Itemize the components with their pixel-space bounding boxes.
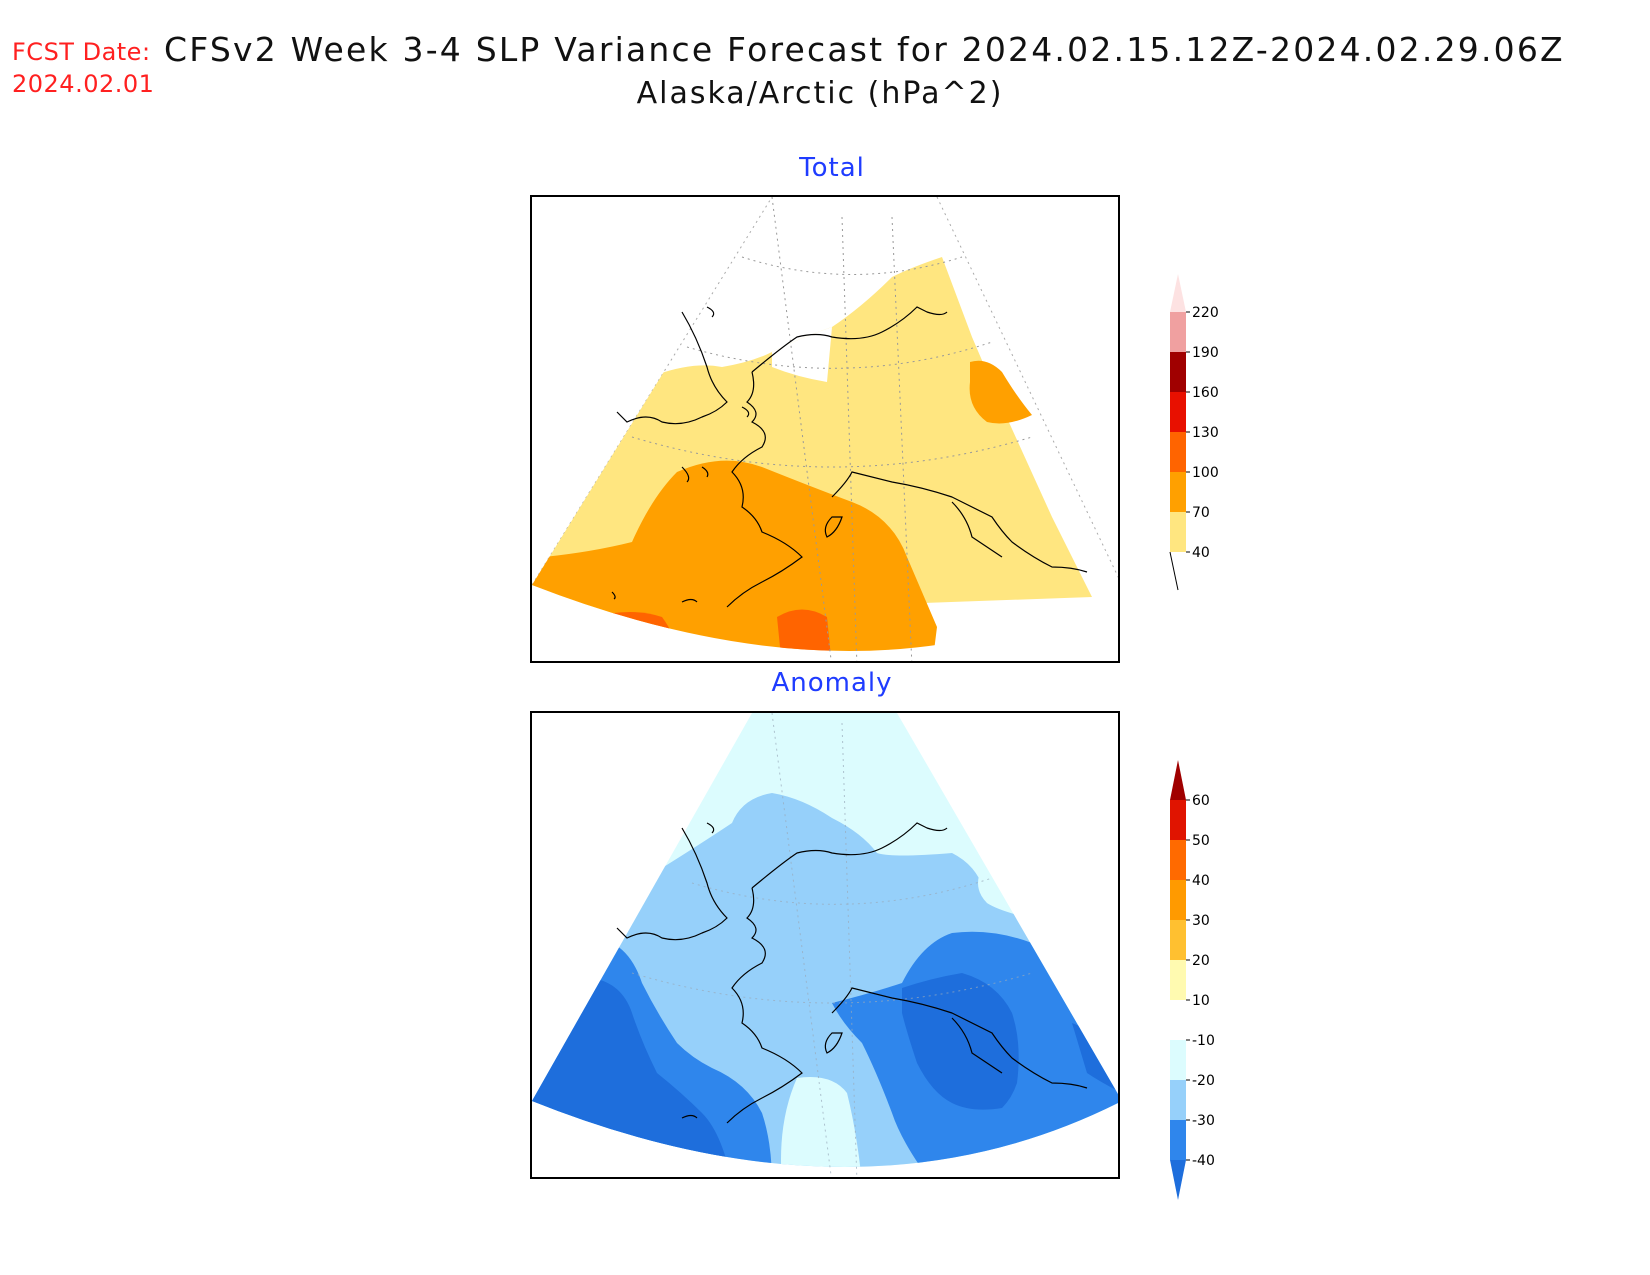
- total-colorbar-tick-label: 190: [1192, 345, 1219, 361]
- anomaly-colorbar-tick-label: 40: [1192, 873, 1210, 889]
- anomaly-colorbar-block: [1170, 880, 1186, 920]
- anomaly-colorbar-tick-label: -10: [1192, 1033, 1215, 1049]
- forecast-date-label: FCST Date:: [12, 38, 151, 66]
- anomaly-colorbar-block: [1170, 1000, 1186, 1040]
- total-colorbar-bottom-tip: [1170, 552, 1186, 590]
- anomaly-colorbar-block: [1170, 960, 1186, 1000]
- anomaly-colorbar-tick-label: 30: [1192, 913, 1210, 929]
- anomaly-colorbar-tick-label: 20: [1192, 953, 1210, 969]
- total-colorbar-block: [1170, 512, 1186, 552]
- anomaly-colorbar-tick-label: -40: [1192, 1153, 1215, 1169]
- total-map: [532, 197, 1118, 661]
- total-colorbar-block: [1170, 472, 1186, 512]
- total-colorbar-block: [1170, 312, 1186, 352]
- total-colorbar-tick-label: 130: [1192, 425, 1219, 441]
- anomaly-colorbar-tick-label: -30: [1192, 1113, 1215, 1129]
- anomaly-colorbar-svg: -40 -30 -20 -10 10 20 30 40 50 60: [1170, 760, 1215, 1200]
- anomaly-colorbar-block: [1170, 840, 1186, 880]
- total-panel-title: Total: [799, 153, 865, 183]
- anomaly-colorbar-block: [1170, 920, 1186, 960]
- total-colorbar-tick-label: 220: [1192, 305, 1219, 321]
- anomaly-colorbar-top-tip: [1170, 760, 1186, 800]
- total-colorbar-top-tip: [1170, 274, 1186, 312]
- total-colorbar: 40 70 100 130 160 190 220: [1160, 262, 1240, 606]
- total-map-panel: [530, 195, 1120, 663]
- anomaly-colorbar-tick-label: 50: [1192, 833, 1210, 849]
- total-colorbar-tick-label: 40: [1192, 545, 1210, 561]
- anomaly-colorbar-block: [1170, 800, 1186, 840]
- figure-subtitle: Alaska/Arctic (hPa^2): [636, 76, 1004, 111]
- anomaly-colorbar-tick-label: 60: [1192, 793, 1210, 809]
- total-colorbar-block: [1170, 432, 1186, 472]
- forecast-date-value: 2024.02.01: [12, 70, 155, 98]
- anomaly-colorbar-tick-label: -20: [1192, 1073, 1215, 1089]
- total-colorbar-tick-label: 70: [1192, 505, 1210, 521]
- coastline-anomaly: [616, 822, 1088, 1124]
- total-colorbar-tick-label: 160: [1192, 385, 1219, 401]
- anomaly-map: [532, 713, 1118, 1177]
- anomaly-panel-title: Anomaly: [771, 668, 893, 698]
- anomaly-colorbar-bottom-tip: [1170, 1160, 1186, 1200]
- total-colorbar-block: [1170, 352, 1186, 392]
- total-colorbar-svg: 40 70 100 130 160 190 220: [1169, 274, 1219, 591]
- figure-title: CFSv2 Week 3-4 SLP Variance Forecast for…: [164, 30, 1565, 69]
- total-colorbar-tick-label: 100: [1192, 465, 1219, 481]
- anomaly-map-panel: [530, 711, 1120, 1179]
- contour-minus10-minus20-south: [781, 1077, 862, 1167]
- anomaly-colorbar-block: [1170, 1080, 1186, 1120]
- anomaly-colorbar: -40 -30 -20 -10 10 20 30 40 50 60: [1160, 758, 1240, 1212]
- contour-70-100-east: [969, 360, 1032, 424]
- total-colorbar-block: [1170, 392, 1186, 432]
- anomaly-colorbar-tick-label: 10: [1192, 993, 1210, 1009]
- anomaly-colorbar-block: [1170, 1040, 1186, 1080]
- anomaly-colorbar-block: [1170, 1120, 1186, 1160]
- coastline: [611, 306, 1088, 608]
- contour-100-130-south: [777, 609, 832, 651]
